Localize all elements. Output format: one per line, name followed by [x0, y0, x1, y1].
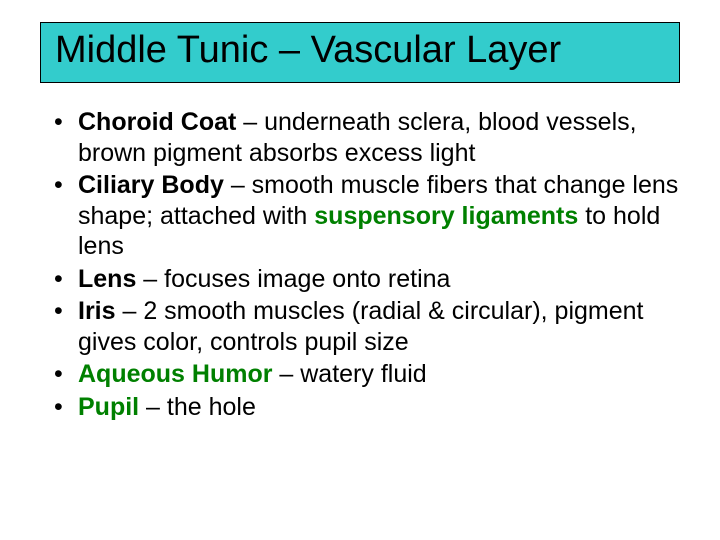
desc-text: – 2 smooth muscles (radial & circular), … — [78, 297, 644, 356]
term-iris: Iris — [78, 297, 116, 325]
list-item: Pupil – the hole — [50, 392, 680, 423]
term-ciliary: Ciliary Body — [78, 171, 224, 199]
desc-text: – watery fluid — [272, 360, 426, 388]
slide-container: Middle Tunic – Vascular Layer Choroid Co… — [0, 0, 720, 540]
term-choroid: Choroid Coat — [78, 108, 236, 136]
list-item: Iris – 2 smooth muscles (radial & circul… — [50, 296, 680, 357]
list-item: Lens – focuses image onto retina — [50, 264, 680, 295]
title-box: Middle Tunic – Vascular Layer — [40, 22, 680, 83]
content-area: Choroid Coat – underneath sclera, blood … — [40, 107, 680, 422]
list-item: Ciliary Body – smooth muscle fibers that… — [50, 170, 680, 262]
term-pupil: Pupil — [78, 393, 139, 421]
bullet-list: Choroid Coat – underneath sclera, blood … — [50, 107, 680, 422]
list-item: Choroid Coat – underneath sclera, blood … — [50, 107, 680, 168]
term-lens: Lens — [78, 265, 136, 293]
desc-text: – the hole — [139, 393, 256, 421]
term-aqueous: Aqueous Humor — [78, 360, 272, 388]
term-suspensory: suspensory ligaments — [314, 202, 578, 230]
list-item: Aqueous Humor – watery fluid — [50, 359, 680, 390]
slide-title: Middle Tunic – Vascular Layer — [55, 29, 665, 72]
desc-text: – focuses image onto retina — [136, 265, 450, 293]
